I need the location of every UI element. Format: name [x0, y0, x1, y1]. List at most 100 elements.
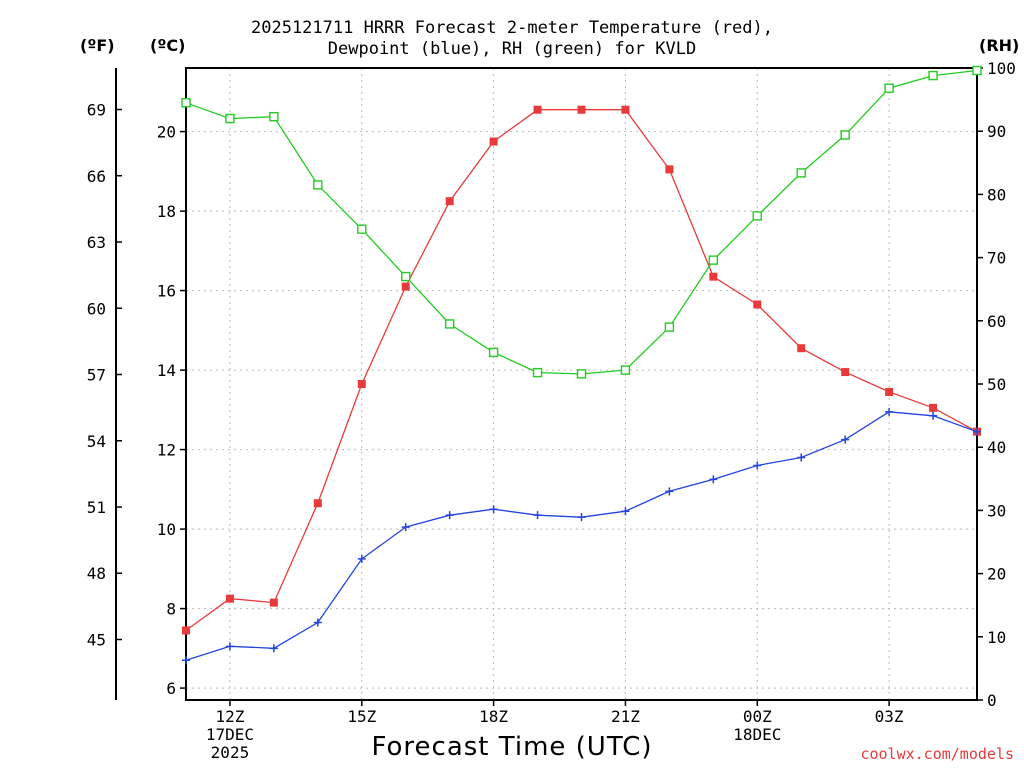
plot-frame [185, 67, 978, 701]
rh-point [532, 367, 543, 378]
dewpoint-point [797, 453, 806, 462]
fahrenheit-tick-label: 57 [87, 366, 106, 385]
rh-point [401, 271, 411, 282]
celsius-tick-label: 12 [157, 441, 176, 460]
dewpoint-point [357, 554, 366, 563]
celsius-tick-label: 18 [157, 202, 176, 221]
dewpoint-point [929, 411, 938, 420]
dewpoint-point [621, 507, 630, 516]
temperature-point [753, 300, 762, 309]
temperature-point [577, 105, 586, 114]
fahrenheit-tick-label: 60 [87, 299, 106, 318]
x-tick-date-label: 2025 [211, 743, 250, 762]
x-tick-label: 18Z [479, 707, 508, 726]
rh-point [664, 322, 675, 332]
rh-point [972, 65, 982, 76]
fahrenheit-tick-label: 48 [87, 564, 106, 583]
x-tick-label: 00Z [743, 707, 772, 726]
rh-point [313, 180, 323, 190]
celsius-tick-label: 8 [166, 600, 176, 619]
fahrenheit-tick-label: 54 [87, 432, 106, 451]
celsius-axis-unit: (ºC) [150, 36, 186, 55]
temperature-point [445, 197, 454, 206]
rh-point [708, 255, 719, 265]
x-tick-date-label: 18DEC [733, 725, 781, 744]
rh-point [752, 211, 762, 221]
x-axis-title: Forecast Time (UTC) [371, 732, 653, 762]
rh-point [357, 224, 367, 234]
rh-tick-label: 50 [987, 375, 1006, 394]
rh-point [884, 83, 894, 93]
celsius-tick-label: 16 [157, 282, 176, 301]
rh-point [928, 70, 938, 81]
dewpoint-point [225, 642, 234, 651]
x-tick-date-label: 17DEC [206, 725, 254, 744]
dewpoint-point [665, 487, 674, 496]
rh-point [181, 98, 191, 108]
rh-tick-label: 40 [987, 438, 1006, 457]
temperature-point [929, 403, 938, 412]
fahrenheit-axis-unit: (ºF) [80, 36, 115, 55]
rh-tick-label: 100 [987, 59, 1016, 78]
temperature-point [357, 380, 366, 388]
x-tick-label: 12Z [215, 707, 244, 726]
rh-point [840, 130, 850, 140]
rh-tick-label: 60 [987, 312, 1006, 331]
chart-title-line-1: 2025121711 HRRR Forecast 2-meter Tempera… [251, 18, 773, 38]
temperature-point [489, 137, 498, 146]
celsius-tick-label: 20 [157, 123, 176, 142]
fahrenheit-tick-label: 66 [87, 167, 106, 186]
temperature-point [313, 499, 322, 508]
rh-tick-label: 20 [987, 565, 1006, 584]
rh-point [576, 369, 587, 379]
temperature-point [225, 594, 234, 603]
rh-axis-unit: (RH) [979, 36, 1020, 55]
rh-tick-label: 30 [987, 501, 1006, 520]
temperature-point [269, 598, 278, 607]
dewpoint-line [185, 411, 978, 661]
rh-point [796, 168, 806, 178]
temperature-point [665, 165, 674, 174]
rh-tick-label: 70 [987, 249, 1006, 268]
dewpoint-point [401, 523, 410, 532]
dewpoint-point [445, 511, 454, 520]
temperature-point [533, 105, 542, 114]
temperature-point [885, 387, 894, 396]
chart-title-line-2: Dewpoint (blue), RH (green) for KVLD [327, 39, 697, 59]
dewpoint-point [753, 461, 762, 470]
dewpoint-point [841, 435, 850, 444]
rh-tick-label: 80 [987, 185, 1006, 204]
rh-point [488, 347, 499, 358]
temperature-point [401, 282, 410, 291]
dewpoint-point [709, 475, 718, 484]
rh-point [444, 319, 455, 329]
temperature-point [709, 272, 718, 281]
x-tick-label: 03Z [875, 707, 904, 726]
celsius-tick-label: 6 [166, 679, 176, 698]
dewpoint-point [182, 656, 190, 665]
temperature-point [182, 626, 190, 635]
celsius-tick-label: 14 [157, 361, 176, 380]
dewpoint-point [269, 644, 278, 653]
temperature-point [621, 105, 630, 114]
dewpoint-point [489, 505, 498, 514]
rh-tick-label: 90 [987, 122, 1006, 141]
dewpoint-point [577, 513, 586, 522]
rh-tick-label: 0 [987, 691, 997, 710]
fahrenheit-tick-label: 63 [87, 233, 106, 252]
dewpoint-point [885, 407, 894, 416]
temperature-point [841, 368, 850, 377]
celsius-tick-label: 10 [157, 520, 176, 539]
rh-tick-label: 10 [987, 628, 1006, 647]
rh-point [269, 111, 279, 122]
fahrenheit-tick-label: 69 [87, 101, 106, 120]
dewpoint-point [973, 427, 981, 436]
rh-point [225, 113, 235, 124]
rh-point [620, 365, 631, 375]
fahrenheit-tick-label: 45 [87, 630, 106, 649]
dewpoint-point [533, 511, 542, 520]
x-tick-label: 21Z [611, 707, 640, 726]
dewpoint-point [313, 618, 322, 627]
source-credit[interactable]: coolwx.com/models [860, 745, 1014, 763]
